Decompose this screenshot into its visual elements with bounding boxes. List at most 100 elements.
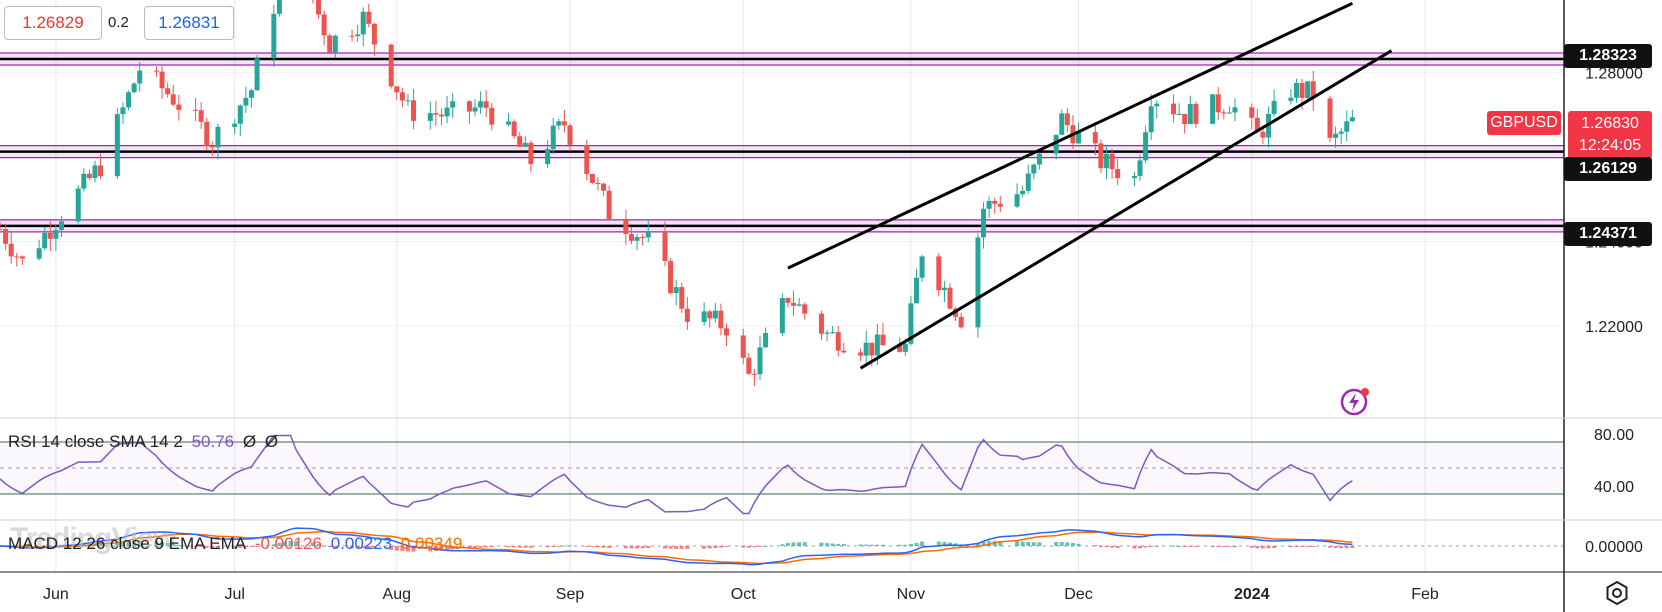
macd-histogram-bar [394,546,399,551]
candle-up [763,333,769,348]
macd-histogram-bar [478,546,483,548]
macd-histogram-bar [1193,546,1198,547]
macd-histogram-bar [791,542,796,546]
macd-histogram-bar [1070,542,1075,546]
time-tick-label: 2024 [1233,586,1270,603]
candle-down [165,88,171,95]
macd-histogram-bar [629,546,634,549]
candle-down [718,310,724,329]
candle-up [545,149,551,165]
macd-histogram-bar [718,546,723,548]
candle-down [628,234,634,241]
candle-down [8,243,14,257]
macd-histogram-bar [1227,546,1232,547]
macd-histogram-bar [724,546,729,548]
macd-histogram-bar [389,546,394,550]
macd-histogram-bar [1026,541,1031,546]
time-tick-label: Nov [896,586,926,603]
rsi-level-label: 80.00 [1594,427,1634,444]
candle-up [1036,153,1042,165]
macd-histogram-bar [836,543,841,546]
macd-histogram-bar [1171,545,1176,547]
level-label-2: 1.26129 [1564,157,1652,181]
macd-histogram-bar [623,546,628,549]
candle-down [371,23,377,45]
sell-price-button[interactable]: 1.26829 [4,6,102,40]
macd-histogram-bar [908,544,913,546]
candle-up [863,342,869,356]
macd-histogram-bar [512,546,517,548]
candle-up [986,200,992,209]
candle-down [321,14,327,36]
candle-down [1098,143,1104,169]
candle-down [561,121,567,126]
candle-down [785,298,791,303]
macd-histogram-bar [830,543,835,546]
macd-histogram-bar [1132,546,1137,549]
candle-up [131,83,137,93]
flash-icon[interactable] [1338,384,1372,418]
candle-up [1059,113,1065,135]
candle-up [360,11,366,35]
candle-down [668,260,674,294]
candle-down [411,100,417,121]
macd-histogram-bar [405,546,410,552]
macd-histogram-bar [679,546,684,549]
candle-up [941,287,947,291]
candle-down [3,229,9,244]
trend-channel [787,2,1393,370]
candle-up [114,114,120,177]
macd-histogram-bar [1177,545,1182,547]
macd-histogram-bar [752,546,757,548]
macd-histogram-bar [1311,546,1316,547]
macd-histogram-bar [685,546,690,549]
candle-down [601,183,607,191]
candle-up [450,101,456,108]
macd-histogram-bar [797,542,802,546]
macd-histogram-bar [165,543,170,546]
macd-histogram-bar [668,546,673,549]
candle-down [567,125,573,145]
rsi-level-label: 40.00 [1594,479,1634,496]
candle-down [947,287,953,309]
macd-histogram-bar [1065,542,1070,546]
candle-up [1176,113,1182,115]
macd-line-value: 0.00223 [330,534,393,553]
candle-down [1064,113,1070,126]
candle-down [589,173,595,183]
bar-countdown: 12:24:05 [1578,137,1642,154]
candle-up [1187,103,1193,125]
candle-down [1299,83,1305,98]
candle-down [1092,132,1098,144]
macd-histogram-bar [81,543,86,546]
settings-gear-icon[interactable] [1604,580,1630,606]
candle-up [1333,133,1339,138]
candle-up [550,125,556,150]
macd-histogram-bar [1149,546,1154,547]
candle-up [1271,100,1277,114]
candle-down [723,328,729,336]
candle-up [874,334,880,356]
rsi-title: RSI 14 close SMA 14 2 [8,432,183,451]
candle-up [427,113,433,121]
candle-down [528,142,534,165]
macd-histogram-bar [802,542,807,546]
channel-line-lower [859,49,1393,370]
candle-down [869,342,875,356]
candle-down [466,101,472,112]
buy-price-button[interactable]: 1.26831 [144,6,234,40]
macd-histogram-bar [1188,546,1193,547]
time-tick-label: Jul [224,586,245,603]
candle-down [1260,131,1266,138]
macd-histogram-bar [1305,546,1310,547]
macd-histogram-bar [1059,541,1064,546]
macd-histogram-value: -0.00126 [254,534,322,553]
macd-histogram-bar [758,546,762,547]
macd-histogram-bar [897,544,902,546]
rsi-legend: RSI 14 close SMA 14 2 50.76 Ø Ø [8,432,278,452]
candle-up [42,232,48,249]
rsi-extra-2: Ø [264,432,279,451]
candle-up [1014,194,1020,207]
price-tick-label: 1.28000 [1585,66,1643,83]
